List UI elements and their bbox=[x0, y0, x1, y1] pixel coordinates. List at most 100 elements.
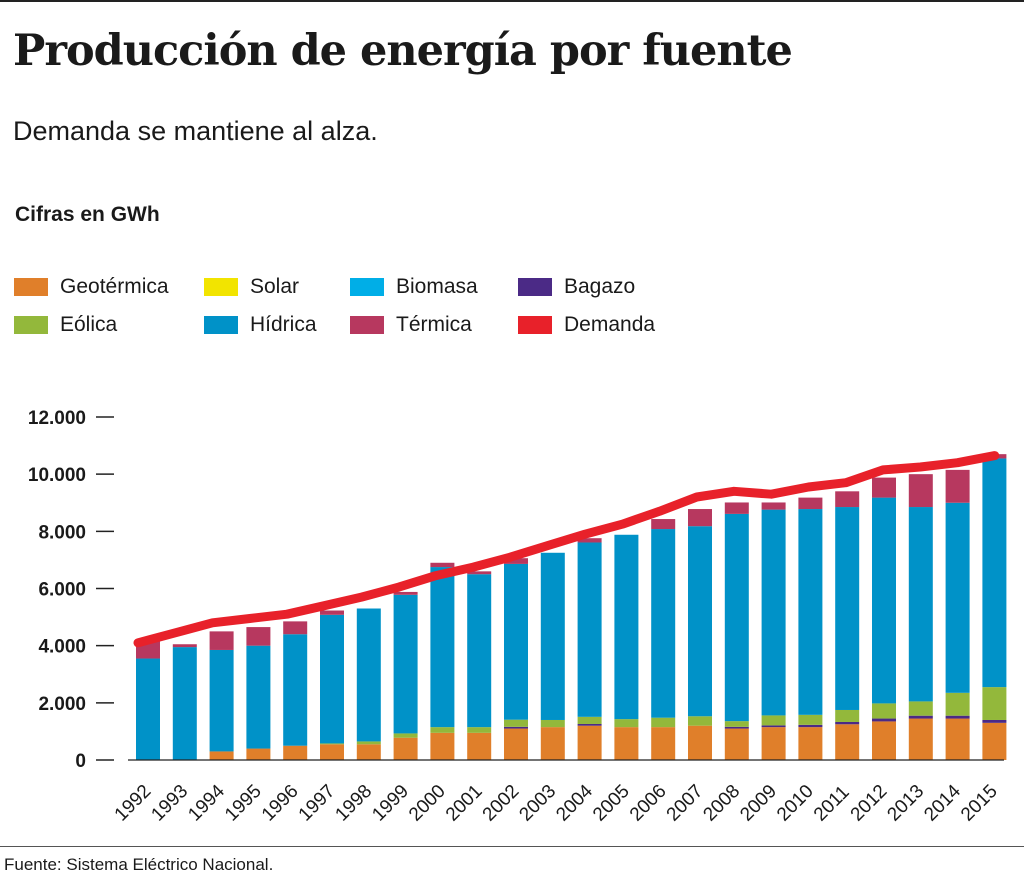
x-tick-label: 2000 bbox=[405, 781, 450, 826]
bar-segment bbox=[172, 647, 197, 760]
x-tick-label: 2009 bbox=[736, 781, 781, 826]
bar-segment bbox=[577, 716, 602, 724]
bar-segment bbox=[872, 721, 896, 760]
bar-segment bbox=[945, 715, 970, 719]
bar-segment bbox=[872, 477, 896, 498]
bar-segment bbox=[724, 721, 749, 727]
legend-item-eolica: Eólica bbox=[14, 313, 117, 336]
x-tick-label: 2013 bbox=[883, 781, 928, 826]
bar-segment bbox=[651, 529, 676, 718]
bar-segment bbox=[835, 721, 860, 725]
legend-label-termica: Térmica bbox=[396, 313, 472, 336]
demand-line bbox=[133, 451, 1000, 648]
x-tick-label: 2008 bbox=[699, 781, 744, 826]
bar-segment bbox=[504, 726, 528, 729]
bar-segment bbox=[798, 497, 823, 510]
bar-segment bbox=[504, 558, 528, 564]
bar-segment bbox=[872, 497, 896, 704]
x-tick-label: 1999 bbox=[368, 781, 413, 826]
bar-segment bbox=[467, 727, 492, 733]
bar-segment bbox=[724, 726, 749, 729]
bar-segment bbox=[688, 526, 712, 717]
y-tick-label: 8.000 bbox=[38, 522, 86, 543]
bar-segment bbox=[577, 542, 602, 717]
x-tick-label: 2006 bbox=[626, 781, 671, 826]
bar-segment bbox=[945, 502, 970, 693]
bar-segment bbox=[540, 727, 565, 760]
bar-segment bbox=[504, 728, 528, 760]
bar-segment bbox=[761, 725, 786, 728]
x-tick-label: 1997 bbox=[295, 781, 340, 826]
bar-segment bbox=[614, 727, 639, 760]
bar-segment bbox=[651, 717, 676, 728]
bar-segment bbox=[798, 509, 823, 715]
y-tick-label: 12.000 bbox=[28, 408, 86, 429]
bar-segment bbox=[283, 745, 308, 760]
bar-segment bbox=[540, 552, 565, 720]
x-tick-label: 1993 bbox=[147, 781, 192, 826]
bar-segment bbox=[872, 718, 896, 722]
bar-segment bbox=[320, 610, 344, 615]
y-tick-label: 10.000 bbox=[28, 465, 86, 486]
bar-segment bbox=[724, 502, 749, 514]
bar-segment bbox=[430, 732, 455, 760]
bar-segment bbox=[430, 562, 455, 568]
x-tick-label: 2004 bbox=[552, 780, 597, 825]
bar-segment bbox=[320, 614, 344, 744]
legend-swatch-solar bbox=[204, 278, 238, 296]
bar-segment bbox=[945, 692, 970, 716]
bar-segment bbox=[246, 645, 271, 749]
y-tick-label: 6.000 bbox=[38, 580, 86, 601]
bar-segment bbox=[688, 716, 712, 726]
x-tick-label: 2007 bbox=[663, 781, 708, 826]
bar-segment bbox=[393, 733, 418, 738]
bar-segment bbox=[320, 743, 344, 745]
bar-segment bbox=[136, 658, 160, 760]
x-tick-label: 2002 bbox=[479, 781, 524, 826]
legend: Geotérmica Solar Biomasa Bagazo Eólica H… bbox=[14, 275, 714, 356]
bar-segment bbox=[835, 491, 860, 508]
bar-segment bbox=[798, 724, 823, 728]
bar-segment bbox=[393, 591, 418, 595]
bar-segment bbox=[467, 574, 492, 728]
units-label: Cifras en GWh bbox=[15, 203, 160, 226]
legend-swatch-geotermica bbox=[14, 278, 48, 296]
bar-segment bbox=[356, 608, 381, 742]
x-tick-label: 1995 bbox=[221, 781, 266, 826]
bar-segment bbox=[430, 727, 455, 733]
bar-segment bbox=[283, 621, 308, 635]
bar-segment bbox=[798, 714, 823, 725]
legend-label-demanda: Demanda bbox=[564, 313, 656, 336]
bar-segment bbox=[614, 534, 639, 720]
stacked-bar-chart: 02.0004.0006.0008.00010.00012.0001992199… bbox=[28, 408, 1007, 826]
bar-segment bbox=[467, 732, 492, 760]
legend-label-solar: Solar bbox=[250, 275, 300, 298]
x-tick-label: 2010 bbox=[773, 781, 818, 826]
bar-segment bbox=[504, 563, 528, 720]
legend-item-hidrica: Hídrica bbox=[204, 313, 317, 336]
bar-segment bbox=[945, 469, 970, 503]
legend-label-geotermica: Geotérmica bbox=[60, 275, 169, 298]
bar-segment bbox=[908, 474, 933, 508]
bar-segment bbox=[540, 719, 565, 728]
y-tick-label: 0 bbox=[75, 751, 86, 772]
x-tick-label: 2012 bbox=[847, 781, 892, 826]
bar-segment bbox=[393, 594, 418, 734]
bar-segment bbox=[835, 724, 860, 760]
chart-title: Producción de energía por fuente bbox=[13, 26, 793, 76]
bar-segment bbox=[356, 744, 381, 760]
x-tick-label: 2011 bbox=[810, 782, 854, 826]
bar-segment bbox=[945, 718, 970, 760]
legend-item-bagazo: Bagazo bbox=[518, 275, 635, 298]
legend-item-geotermica: Geotérmica bbox=[14, 275, 169, 298]
x-tick-label: 1996 bbox=[258, 781, 303, 826]
bar-segment bbox=[393, 737, 418, 760]
legend-label-biomasa: Biomasa bbox=[396, 275, 478, 298]
bar-segment bbox=[356, 741, 381, 745]
bar-segment bbox=[761, 727, 786, 760]
bar-segment bbox=[908, 507, 933, 702]
bar-segment bbox=[982, 722, 1007, 760]
bar-segment bbox=[982, 458, 1007, 688]
bar-segment bbox=[246, 748, 271, 760]
bar-segment bbox=[172, 644, 197, 648]
